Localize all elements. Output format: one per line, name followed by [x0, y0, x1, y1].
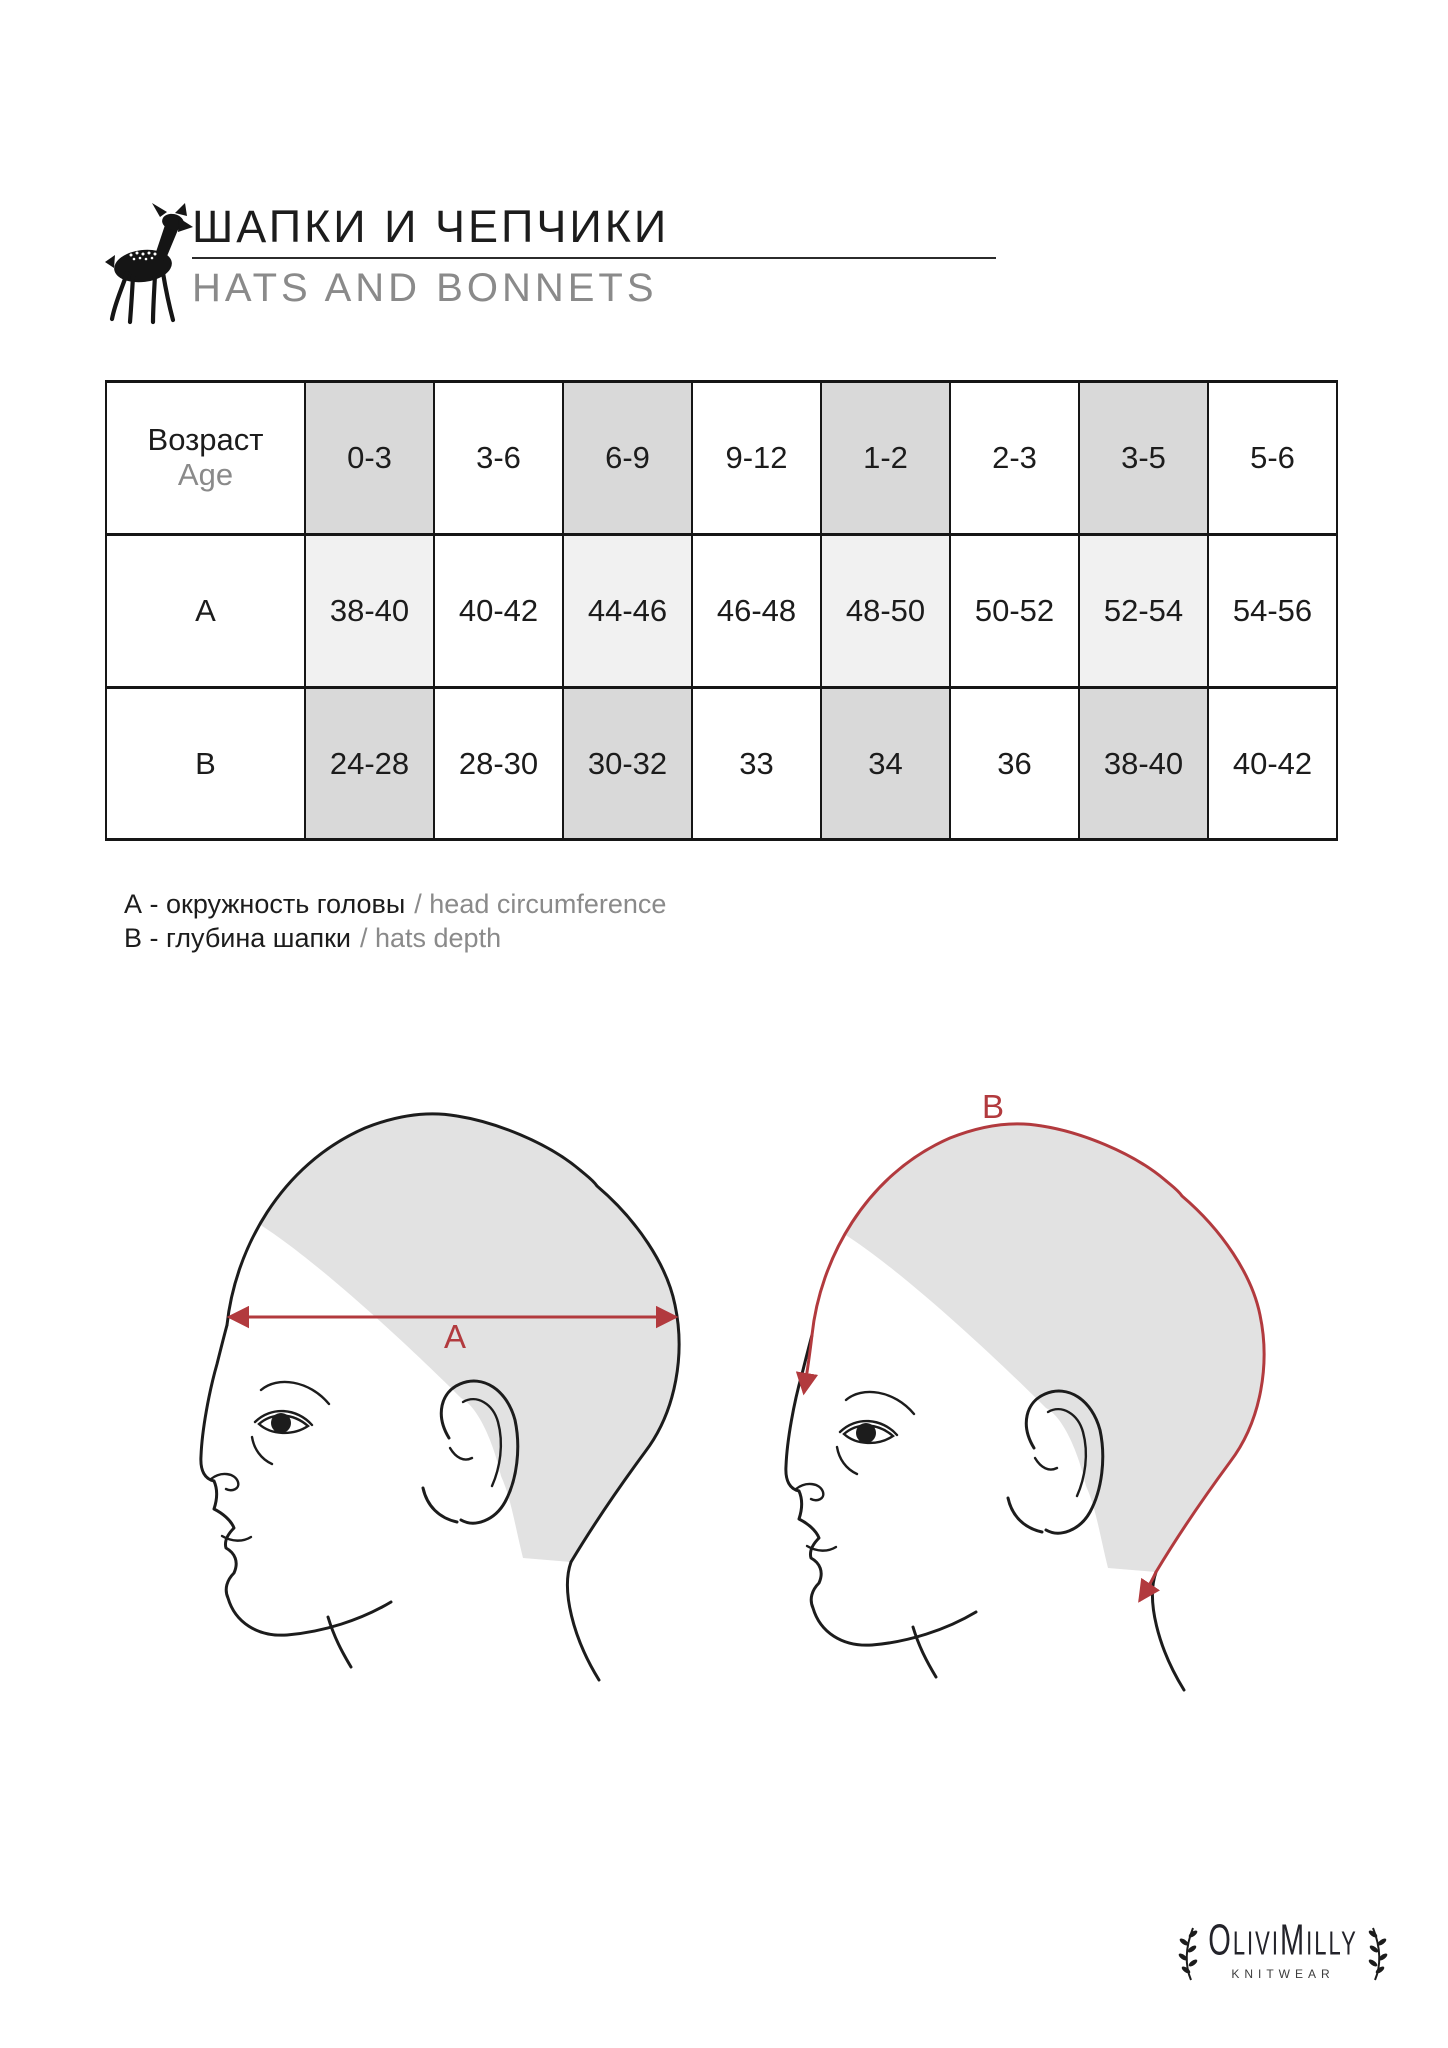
laurel-branch-icon [1178, 1927, 1198, 1981]
value-cell: 38-40 [304, 533, 435, 689]
age-label-en: Age [177, 457, 234, 492]
value-cell: 40-42 [433, 533, 564, 689]
legend-line-a: А - окружность головы / head circumferenc… [124, 887, 666, 921]
brand-letters-livi: LIVI [1232, 1924, 1280, 1962]
value-cell: 46-48 [691, 533, 822, 689]
legend-a-ru: А - окружность головы [124, 889, 406, 919]
legend-b-ru: В - глубина шапки [124, 923, 351, 953]
value-cell: 38-40 [1078, 686, 1209, 841]
value-cell: 28-30 [433, 686, 564, 841]
table-row-age: Возраст Age 0-3 3-6 6-9 9-12 1-2 2-3 3-5… [105, 380, 1338, 536]
size-table: Возраст Age 0-3 3-6 6-9 9-12 1-2 2-3 3-5… [105, 380, 1338, 841]
value-cell: 52-54 [1078, 533, 1209, 689]
age-header-cell: Возраст Age [105, 380, 306, 536]
age-cell: 0-3 [304, 380, 435, 536]
row-b-label: В [105, 686, 306, 841]
legend-a-en: / head circumference [414, 889, 667, 919]
page-title-en: HATS AND BONNETS [192, 266, 658, 310]
measure-a-label: A [444, 1318, 466, 1355]
value-cell: 48-50 [820, 533, 951, 689]
legend: А - окружность головы / head circumferenc… [124, 887, 666, 955]
table-row-b: В 24-28 28-30 30-32 33 34 36 38-40 40-42 [105, 686, 1338, 841]
brand-letter-o: O [1208, 1916, 1233, 1965]
head-diagram-b: B [784, 1088, 1266, 1692]
value-cell: 36 [949, 686, 1080, 841]
brand-name: OLIVIMILLY [1208, 1917, 1358, 1967]
laurel-branch-icon [1368, 1927, 1388, 1981]
value-cell: 40-42 [1207, 686, 1338, 841]
legend-line-b: В - глубина шапки / hats depth [124, 921, 666, 955]
brand-logo: OLIVIMILLY KNITWEAR [1158, 1917, 1408, 1982]
value-cell: 33 [691, 686, 822, 841]
measure-b-arrow [795, 1122, 1266, 1603]
legend-b-en: / hats depth [359, 923, 502, 953]
value-cell: 50-52 [949, 533, 1080, 689]
brand-letter-m: M [1279, 1916, 1307, 1965]
age-cell: 5-6 [1207, 380, 1338, 536]
value-cell: 34 [820, 686, 951, 841]
deer-icon [105, 203, 193, 325]
measure-b-label: B [982, 1088, 1004, 1125]
value-cell: 24-28 [304, 686, 435, 841]
age-cell: 2-3 [949, 380, 1080, 536]
brand-tagline: KNITWEAR [1231, 1967, 1335, 1981]
page-title-ru: ШАПКИ И ЧЕПЧИКИ [192, 201, 670, 252]
age-label-ru: Возраст [147, 422, 264, 458]
row-a-label: А [105, 533, 306, 689]
age-cell: 1-2 [820, 380, 951, 536]
value-cell: 44-46 [562, 533, 693, 689]
brand-letters-illy: ILLY [1306, 1924, 1358, 1962]
age-cell: 3-6 [433, 380, 564, 536]
table-row-a: А 38-40 40-42 44-46 46-48 48-50 50-52 52… [105, 533, 1338, 689]
age-cell: 9-12 [691, 380, 822, 536]
age-cell: 6-9 [562, 380, 693, 536]
head-diagram-a: A [199, 1112, 681, 1682]
value-cell: 30-32 [562, 686, 693, 841]
age-cell: 3-5 [1078, 380, 1209, 536]
title-divider [192, 257, 996, 259]
value-cell: 54-56 [1207, 533, 1338, 689]
